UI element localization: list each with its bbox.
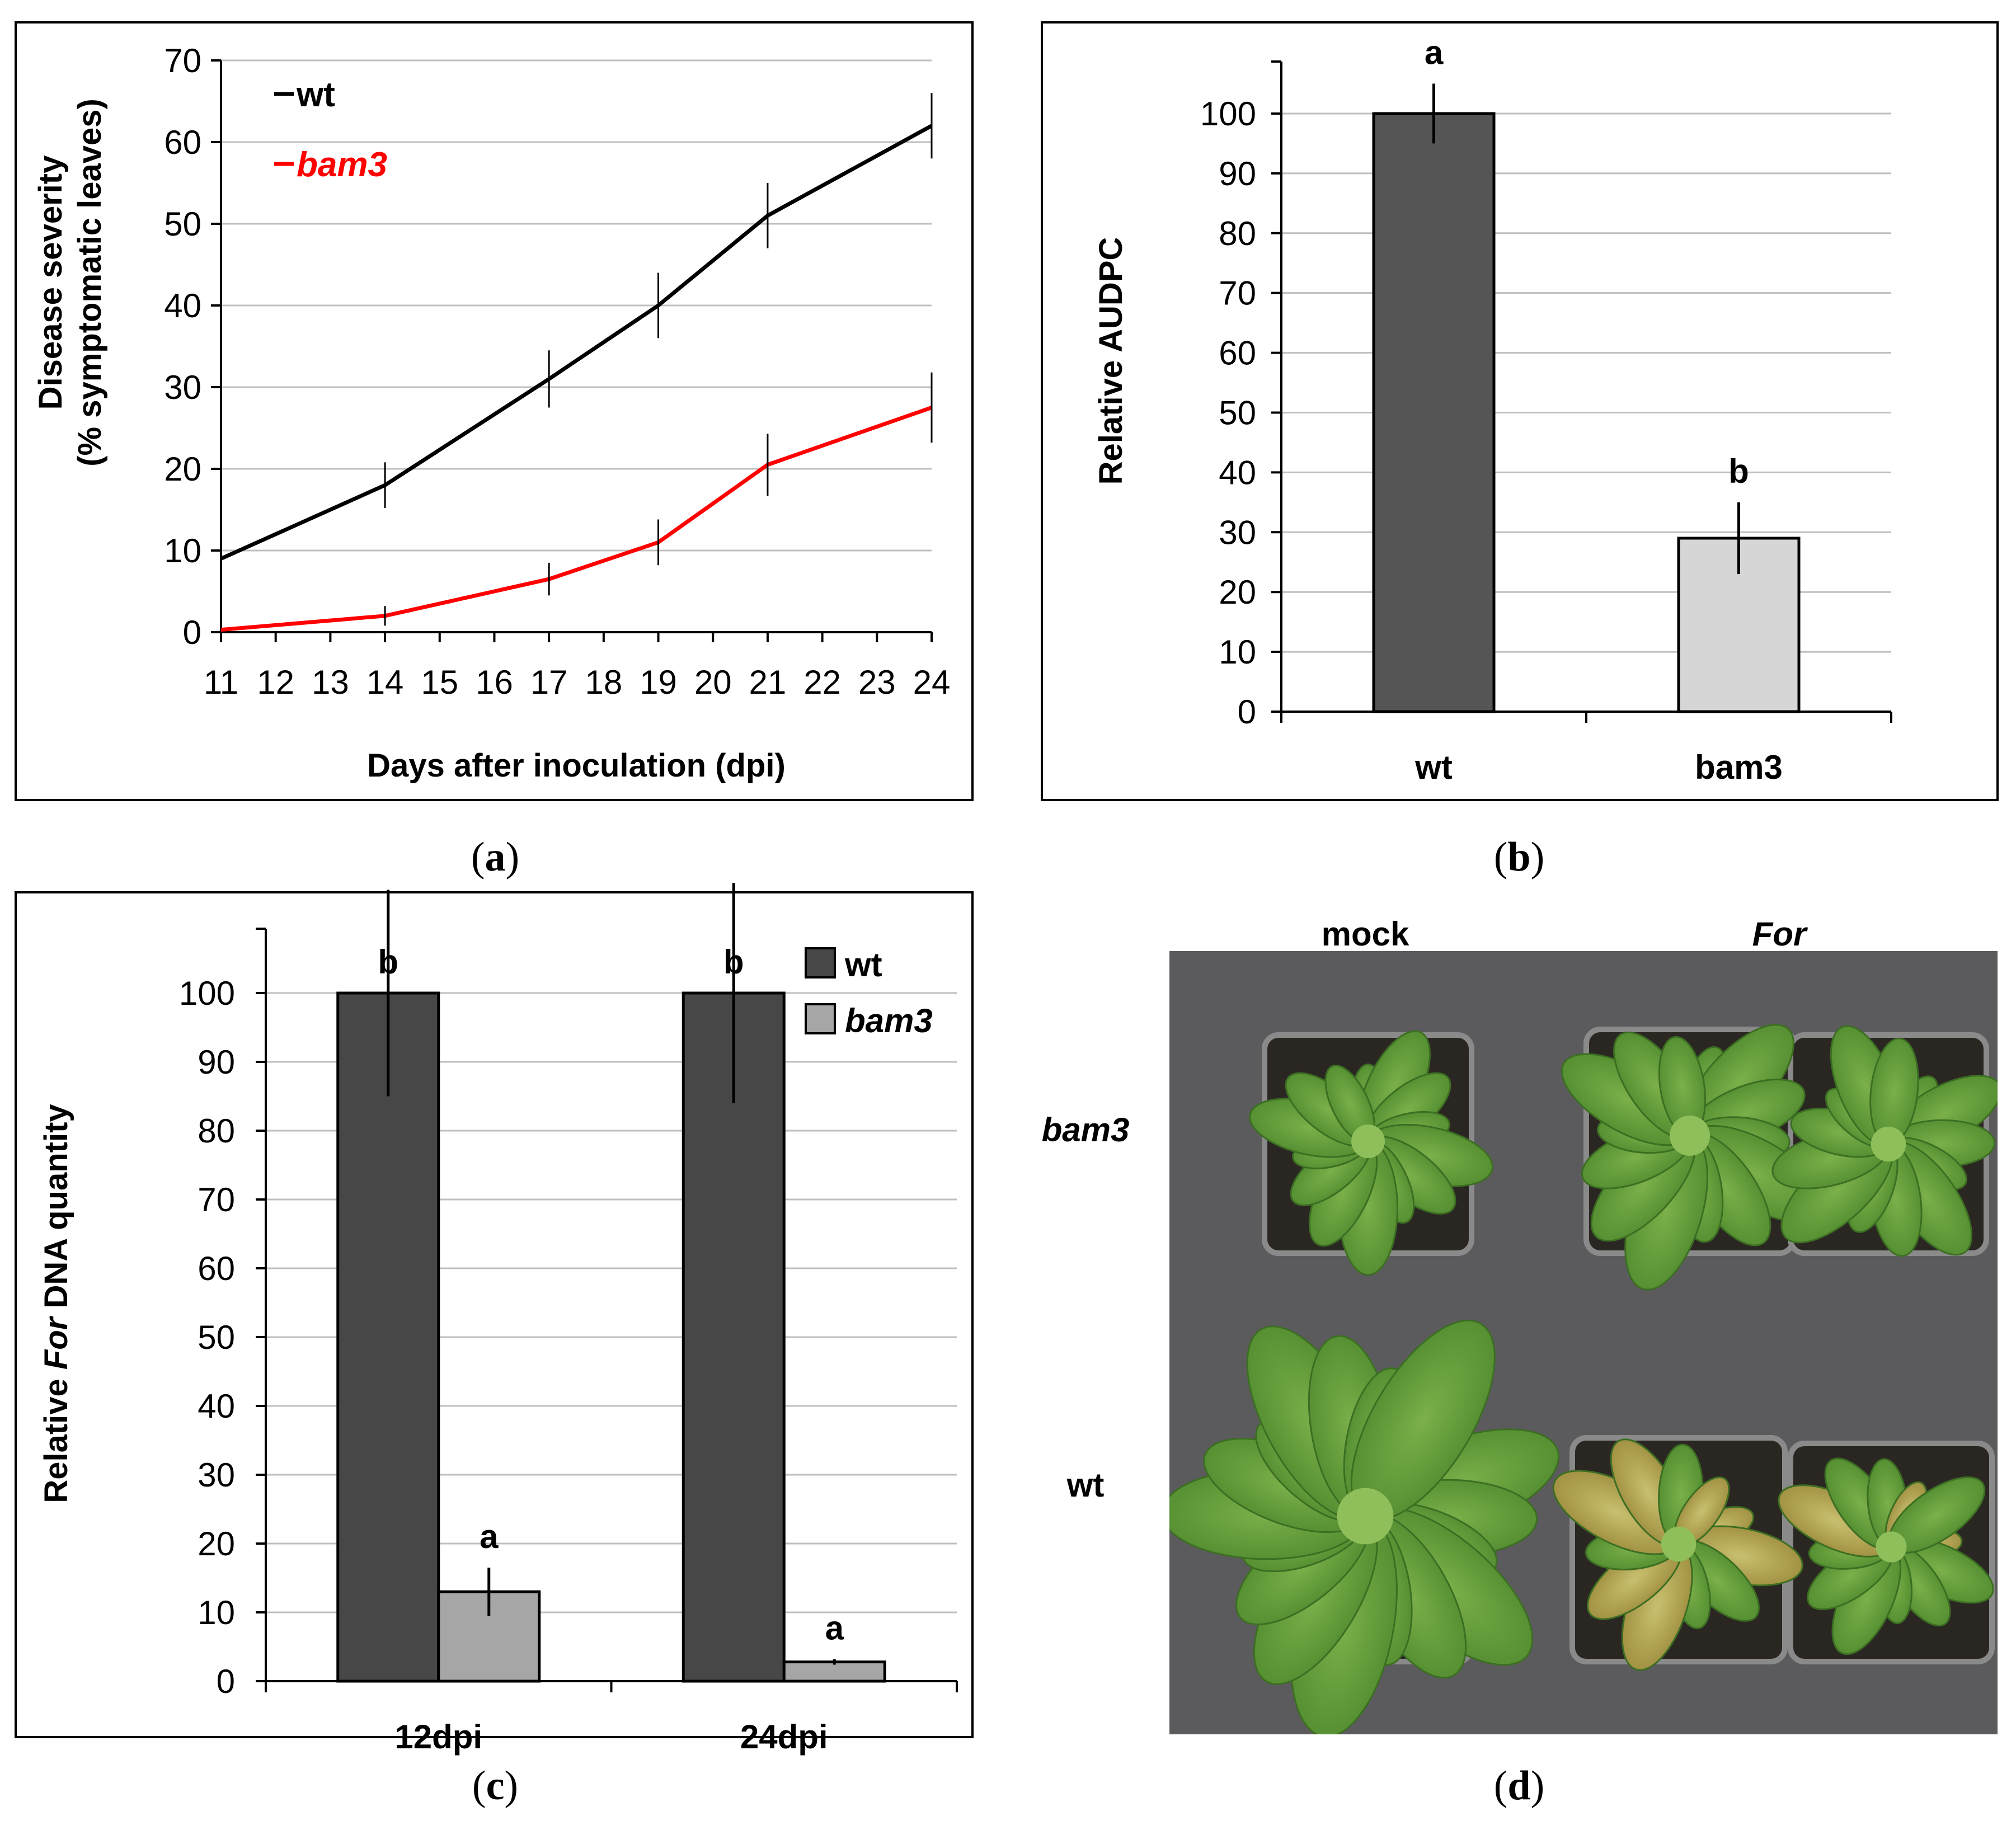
- y-tick-label: 30: [164, 369, 201, 406]
- x-tick-label: 20: [694, 664, 732, 701]
- panel-b-frame: [1041, 21, 1999, 801]
- y-tick-label: 60: [164, 124, 201, 161]
- rosette-center: [1661, 1526, 1697, 1562]
- significance-letter: b: [723, 943, 744, 981]
- chart-c-ylabel: Relative For DNA quantity: [38, 1104, 74, 1503]
- bar-wt: [1372, 112, 1496, 713]
- significance-letter: b: [1728, 453, 1749, 490]
- x-tick-label: 11: [204, 664, 238, 701]
- rosette-center: [1876, 1531, 1907, 1563]
- x-tick-label: 21: [749, 664, 787, 701]
- legend-label-wt: wt: [296, 76, 335, 114]
- bar-bam3-24dpi: [782, 1660, 886, 1683]
- bar-wt-12dpi: [336, 991, 440, 1683]
- x-category-label: wt: [1415, 749, 1453, 786]
- x-tick-label: 15: [421, 664, 458, 701]
- chart-c: 0 10 20 30 40 50 60 70 80 90 100 b a 12dpi b a 24dpi wt ba…: [179, 883, 958, 1756]
- rosette-center: [1351, 1125, 1385, 1158]
- y-tick-label: 80: [1219, 215, 1256, 252]
- chart-b-ylabel: Relative AUDPC: [1093, 237, 1129, 485]
- y-tick-label: 20: [198, 1525, 235, 1563]
- y-tick-label: 100: [1200, 95, 1256, 133]
- legend-label-bam3: bam3: [297, 145, 387, 184]
- x-category-label: 12dpi: [394, 1718, 482, 1756]
- y-tick-label: 70: [1219, 275, 1256, 312]
- panel-label-a: (a): [471, 834, 520, 880]
- x-tick-label: 22: [803, 664, 841, 701]
- chart-b: 0 10 20 30 40 50 60 70 80 90 100 a wt b bam3: [1200, 34, 1892, 786]
- x-tick-label: 23: [858, 664, 896, 701]
- panel-label-b: (b): [1493, 834, 1545, 880]
- chart-c-ylabel-post: DNA quantity: [38, 1104, 74, 1317]
- rosette-center: [1670, 1116, 1710, 1156]
- y-tick-label: 10: [1219, 633, 1256, 671]
- y-tick-label: 10: [164, 532, 201, 570]
- significance-letter: a: [1425, 34, 1444, 72]
- significance-letter: b: [378, 943, 398, 981]
- y-tick-label: 90: [198, 1043, 235, 1081]
- y-tick-label: 20: [164, 450, 201, 488]
- chart-a: 0 10 20 30 40 50 60 70 11 12 13 14 15 16 17 18 19 20 21 22 2…: [164, 42, 950, 701]
- chart-c-ylabel-pre: Relative: [38, 1370, 74, 1503]
- legend-label-wt: wt: [844, 946, 882, 984]
- rosette-center: [1871, 1126, 1906, 1162]
- y-tick-label: 60: [198, 1250, 235, 1287]
- chart-c-ylabel-italic: For: [38, 1315, 74, 1370]
- y-tick-label: 90: [1219, 155, 1256, 192]
- legend-swatch-wt: [805, 947, 836, 978]
- rosette-center: [1337, 1488, 1394, 1545]
- y-tick-label: 0: [183, 614, 201, 651]
- y-tick-label: 10: [198, 1594, 235, 1631]
- y-tick-label: 70: [198, 1181, 235, 1219]
- rosettes: [1169, 1024, 1998, 1734]
- panel-a-frame: [15, 21, 974, 801]
- legend-label-bam3: bam3: [845, 1002, 933, 1039]
- x-tick-label: 17: [530, 664, 568, 701]
- y-tick-label: 50: [198, 1319, 235, 1356]
- y-tick-label: 40: [164, 287, 201, 324]
- y-tick-label: 50: [1219, 394, 1256, 431]
- y-tick-label: 20: [1219, 573, 1256, 611]
- photo-row-label-bam3: bam3: [1041, 1111, 1130, 1149]
- plant-photo: mock: [1169, 951, 1998, 1734]
- panel-label-d: (d): [1493, 1763, 1545, 1809]
- x-tick-label: 24: [913, 664, 951, 701]
- photo-col-label-for: For: [1752, 915, 1807, 953]
- series-line-bam3: [220, 406, 933, 632]
- x-category-label: bam3: [1695, 749, 1783, 786]
- x-category-label: 24dpi: [740, 1718, 828, 1756]
- series-line-wt: [220, 124, 933, 561]
- x-tick-label: 13: [312, 664, 349, 701]
- y-tick-label: 30: [198, 1456, 235, 1494]
- y-tick-label: 0: [1238, 693, 1256, 731]
- y-tick-label: 40: [1219, 454, 1256, 491]
- y-tick-label: 30: [1219, 514, 1256, 551]
- y-tick-label: 50: [164, 205, 201, 243]
- significance-letter: a: [825, 1610, 844, 1647]
- x-tick-label: 18: [585, 664, 622, 701]
- x-tick-label: 16: [476, 664, 513, 701]
- y-tick-label: 80: [198, 1112, 235, 1150]
- x-tick-label: 14: [366, 664, 404, 701]
- chart-a-xlabel: Days after inoculation (dpi): [367, 747, 786, 784]
- chart-a-ylabel-line1: Disease severity: [32, 156, 69, 410]
- chart-a-ylabel-line2: (% symptomatic leaves): [72, 98, 108, 467]
- y-tick-label: 70: [164, 42, 201, 79]
- y-tick-label: 100: [179, 975, 235, 1012]
- legend-swatch-bam3: [805, 1003, 836, 1034]
- x-tick-label: 19: [640, 664, 677, 701]
- y-tick-label: 40: [198, 1387, 235, 1425]
- significance-letter: a: [480, 1518, 499, 1555]
- photo-row-label-wt: wt: [1066, 1466, 1105, 1504]
- panel-label-c: (c): [472, 1763, 519, 1809]
- y-tick-label: 60: [1219, 335, 1256, 372]
- bar-wt-24dpi: [682, 991, 786, 1683]
- photo-col-label-mock: mock: [1321, 915, 1409, 953]
- x-tick-label: 12: [257, 664, 294, 701]
- y-tick-label: 0: [217, 1663, 235, 1700]
